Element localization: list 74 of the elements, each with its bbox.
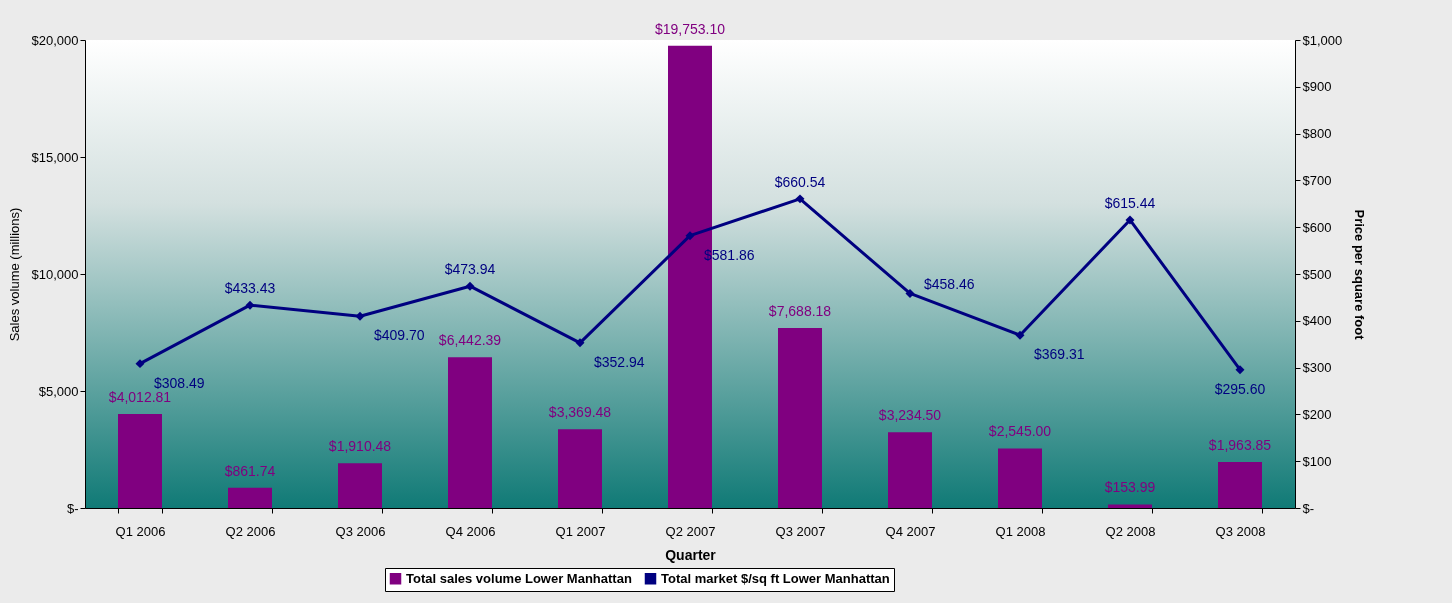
bar: [888, 432, 932, 508]
legend-label: Total sales volume Lower Manhattan: [406, 570, 632, 586]
x-tick-label: Q3 2007: [775, 523, 826, 539]
y-tick-label: $15,000: [31, 149, 79, 165]
bar: [778, 328, 822, 508]
data-label: $153.99: [1104, 479, 1156, 496]
bar: [1108, 504, 1152, 508]
x-tick-label: Q2 2006: [225, 523, 276, 539]
y-tick-label: $20,000: [31, 32, 79, 48]
point: [465, 281, 475, 291]
data-label: $660.54: [774, 173, 826, 190]
bar: [338, 463, 382, 508]
y2-tick-label: $400: [1302, 313, 1332, 329]
x-tick-label: Q2 2008: [1105, 523, 1156, 539]
point: [245, 300, 255, 310]
y2-tick-label: $1,000: [1302, 32, 1343, 48]
x-tick-label: Q1 2008: [995, 523, 1046, 539]
data-label: $369.31: [1034, 346, 1085, 363]
data-label: $2,545.00: [988, 423, 1052, 440]
x-tick-label: Q4 2006: [445, 523, 496, 539]
y-axis-title: Sales volume (millions): [6, 207, 22, 342]
data-label: $352.94: [594, 353, 645, 370]
data-label: $6,442.39: [438, 332, 502, 349]
data-label: $3,369.48: [548, 404, 612, 421]
data-label: $409.70: [374, 327, 425, 344]
point: [355, 311, 365, 321]
point: [575, 338, 585, 348]
y2-tick-label: $-: [1302, 500, 1315, 516]
y2-tick-label: $100: [1302, 453, 1332, 469]
y2-tick-label: $300: [1302, 360, 1332, 376]
x-tick-label: Q1 2007: [555, 523, 606, 539]
data-label: $473.94: [444, 261, 496, 278]
point: [795, 194, 805, 204]
bar: [998, 448, 1042, 508]
point: [1125, 215, 1135, 225]
x-tick-label: Q2 2007: [665, 523, 716, 539]
y2-tick-label: $200: [1302, 406, 1332, 422]
data-label: $433.43: [224, 280, 276, 297]
data-label: $615.44: [1104, 194, 1156, 211]
data-label: $7,688.18: [768, 303, 832, 320]
y2-tick-label: $900: [1302, 79, 1332, 95]
y2-tick-label: $700: [1302, 172, 1332, 188]
bar: [448, 357, 492, 508]
data-label: $861.74: [224, 462, 276, 479]
y-tick-label: $5,000: [38, 383, 79, 399]
x-tick-label: Q3 2008: [1215, 523, 1266, 539]
data-label: $1,963.85: [1208, 437, 1272, 454]
x-tick-label: Q1 2006: [115, 523, 166, 539]
point: [1235, 365, 1245, 375]
y2-axis-title: Price per square foot: [1352, 209, 1368, 341]
point: [1015, 330, 1025, 340]
bar: [558, 429, 602, 508]
bar: [228, 487, 272, 508]
point: [685, 231, 695, 241]
point: [135, 359, 145, 369]
data-label: $4,012.81: [108, 389, 172, 406]
y-tick-label: $-: [66, 500, 79, 516]
data-label: $3,234.50: [878, 407, 942, 424]
x-tick-label: Q3 2006: [335, 523, 386, 539]
bar: [1218, 462, 1262, 508]
y2-tick-label: $800: [1302, 126, 1332, 142]
point: [905, 288, 915, 298]
x-tick-label: Q4 2007: [885, 523, 936, 539]
data-label: $295.60: [1214, 380, 1266, 397]
bar: [118, 414, 162, 508]
data-label: $1,910.48: [328, 438, 392, 455]
y2-tick-label: $600: [1302, 219, 1332, 235]
data-label: $19,753.10: [654, 20, 726, 37]
x-axis-title: Quarter: [665, 546, 717, 563]
y2-tick-label: $500: [1302, 266, 1332, 282]
data-label: $458.46: [924, 276, 975, 293]
data-label: $308.49: [154, 374, 205, 391]
legend-label: Total market $/sq ft Lower Manhattan: [661, 570, 890, 586]
y-tick-label: $10,000: [31, 266, 79, 282]
